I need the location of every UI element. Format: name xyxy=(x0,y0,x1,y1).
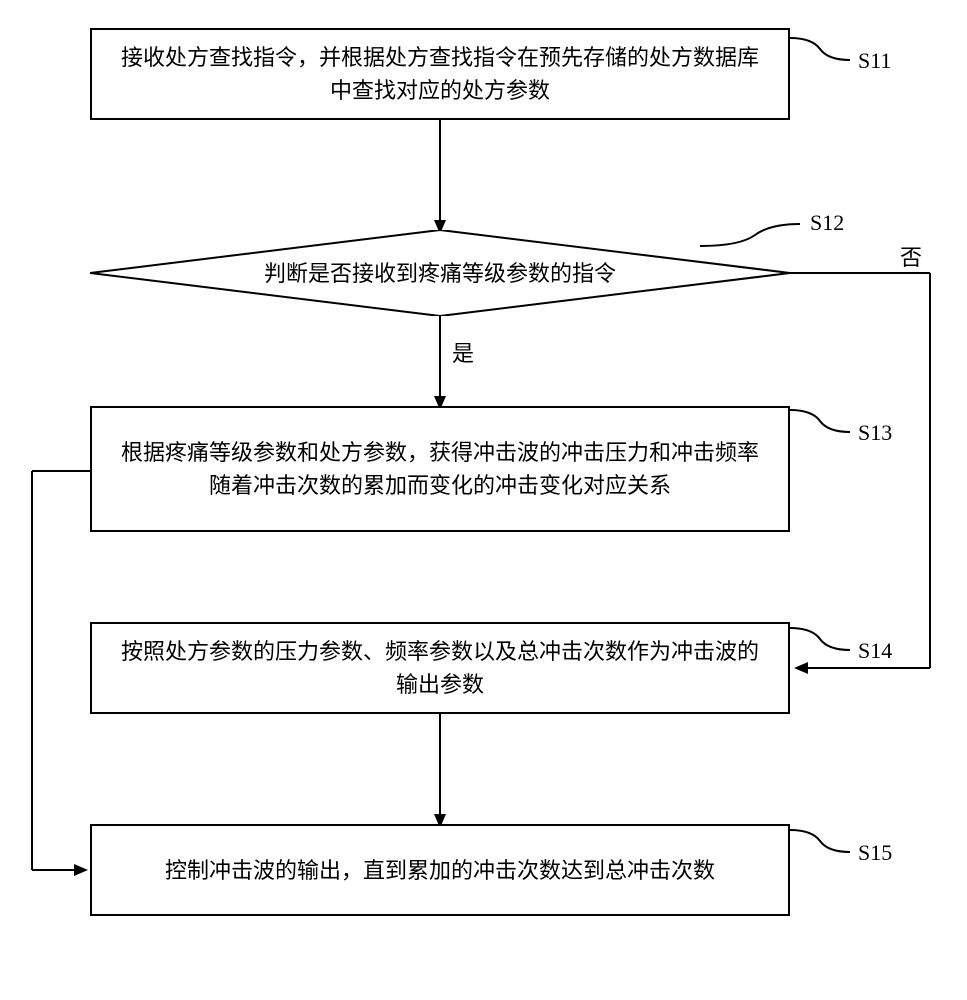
step-s12-text: 判断是否接收到疼痛等级参数的指令 xyxy=(264,257,616,290)
step-s11: 接收处方查找指令，并根据处方查找指令在预先存储的处方数据库中查找对应的处方参数 xyxy=(90,28,790,120)
arrow-s13-s15-bypass xyxy=(30,469,96,879)
step-s15: 控制冲击波的输出，直到累加的冲击次数达到总冲击次数 xyxy=(90,824,790,916)
step-s13-text: 根据疼痛等级参数和处方参数，获得冲击波的冲击压力和冲击频率随着冲击次数的累加而变… xyxy=(112,436,768,502)
s12-label: S12 xyxy=(810,210,844,236)
s13-label: S13 xyxy=(858,420,892,446)
s13-label-curve xyxy=(790,396,860,446)
arrow-s14-s15 xyxy=(434,714,446,830)
arrow-s12-s13 xyxy=(434,316,446,412)
s12-label-curve xyxy=(700,210,810,260)
step-s11-text: 接收处方查找指令，并根据处方查找指令在预先存储的处方数据库中查找对应的处方参数 xyxy=(112,41,768,107)
s11-label-curve xyxy=(790,24,860,74)
arrow-s11-s12 xyxy=(434,120,446,236)
step-s15-text: 控制冲击波的输出，直到累加的冲击次数达到总冲击次数 xyxy=(165,854,715,887)
no-label: 否 xyxy=(900,240,922,272)
step-s13: 根据疼痛等级参数和处方参数，获得冲击波的冲击压力和冲击频率随着冲击次数的累加而变… xyxy=(90,406,790,532)
step-s12: 判断是否接收到疼痛等级参数的指令 xyxy=(90,230,790,316)
step-s14: 按照处方参数的压力参数、频率参数以及总冲击次数作为冲击波的输出参数 xyxy=(90,622,790,714)
step-s14-text: 按照处方参数的压力参数、频率参数以及总冲击次数作为冲击波的输出参数 xyxy=(112,635,768,701)
s15-label: S15 xyxy=(858,840,892,866)
s15-label-curve xyxy=(790,816,860,866)
flowchart-container: 接收处方查找指令，并根据处方查找指令在预先存储的处方数据库中查找对应的处方参数 … xyxy=(0,0,967,1000)
s11-label: S11 xyxy=(858,48,891,74)
s14-label-curve xyxy=(790,614,860,664)
yes-label: 是 xyxy=(452,336,474,368)
s14-label: S14 xyxy=(858,638,892,664)
